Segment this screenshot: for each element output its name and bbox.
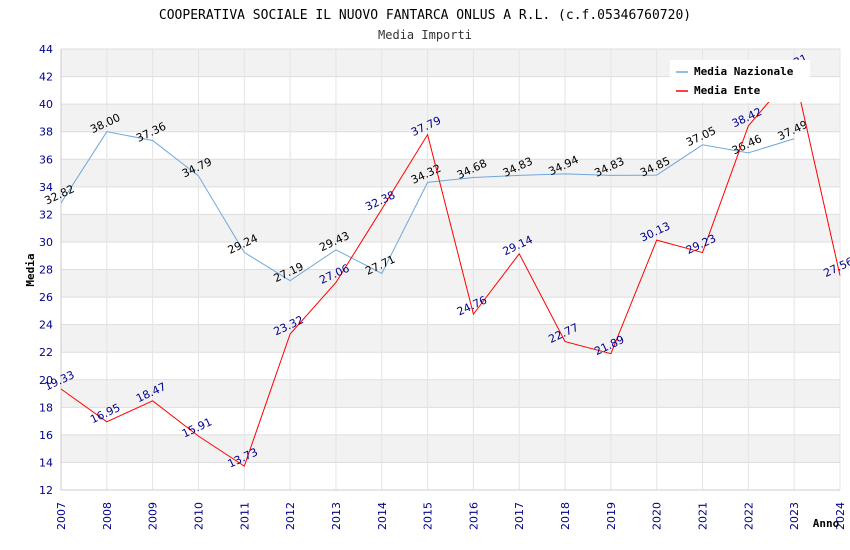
series-line <box>60 131 795 282</box>
y-tick-label: 32 <box>39 208 53 221</box>
x-tick-label: 2009 <box>147 502 160 530</box>
y-tick-label: 36 <box>39 153 53 166</box>
y-tick-label: 42 <box>39 71 53 84</box>
x-tick-label: 2014 <box>376 502 389 530</box>
x-tick-label: 2008 <box>101 502 114 530</box>
y-tick-label: 22 <box>39 346 53 359</box>
y-tick-label: 30 <box>39 236 53 249</box>
x-tick-label: 2019 <box>605 502 618 530</box>
y-tick-label: 26 <box>39 291 53 304</box>
x-tick-label: 2021 <box>697 502 710 530</box>
plot-band <box>61 186 840 215</box>
plot-band <box>61 269 840 298</box>
plot-band <box>61 352 840 380</box>
plot-band <box>61 379 840 408</box>
y-tick-label: 14 <box>39 456 53 469</box>
legend-label-nazionale: Media Nazionale <box>694 65 794 78</box>
plot-band <box>61 434 840 463</box>
x-tick-label: 2024 <box>834 502 847 530</box>
y-axis-ticks: 12 14 16 18 20 22 24 26 28 30 32 34 36 38 40 42 44 <box>39 43 53 497</box>
y-axis-label: Media <box>24 253 37 286</box>
x-tick-label: 2007 <box>55 502 68 530</box>
y-tick-label: 20 <box>39 374 53 387</box>
plot-band <box>61 104 840 132</box>
y-tick-label: 28 <box>39 264 53 277</box>
x-tick-label: 2016 <box>467 502 480 530</box>
x-tick-label: 2013 <box>330 502 343 530</box>
x-axis-ticks: 2007 2008 2009 2010 2011 2012 2013 2014 2015 2016… <box>55 502 847 530</box>
y-tick-label: 16 <box>39 429 53 442</box>
x-tick-label: 2018 <box>559 502 572 530</box>
series-line <box>60 71 841 467</box>
plot-band <box>61 462 840 490</box>
y-tick-label: 38 <box>39 126 53 139</box>
x-tick-label: 2010 <box>192 502 205 530</box>
plot-band <box>61 324 840 353</box>
plot-band <box>61 214 840 242</box>
gridlines <box>60 48 841 491</box>
x-tick-label: 2023 <box>788 502 801 530</box>
x-tick-label: 2012 <box>284 502 297 530</box>
legend-label-ente: Media Ente <box>694 84 761 97</box>
plot-band <box>61 297 840 325</box>
legend-box <box>670 60 810 102</box>
y-tick-label: 40 <box>39 98 53 111</box>
x-tick-label: 2020 <box>651 502 664 530</box>
y-tick-label: 34 <box>39 181 53 194</box>
plot-area <box>61 49 840 490</box>
y-tick-label: 44 <box>39 43 53 56</box>
x-tick-label: 2011 <box>238 502 251 530</box>
y-tick-label: 12 <box>39 484 53 497</box>
plot-band <box>61 407 840 435</box>
axes <box>60 49 840 491</box>
plot-band <box>61 159 840 187</box>
plot-band <box>61 241 840 270</box>
y-tick-label: 24 <box>39 319 53 332</box>
x-tick-label: 2022 <box>742 502 755 530</box>
plot-band <box>61 131 840 160</box>
y-tick-label: 18 <box>39 401 53 414</box>
chart-title: COOPERATIVA SOCIALE IL NUOVO FANTARCA ON… <box>159 8 691 23</box>
x-axis-label: Anno <box>813 517 840 530</box>
legend: Media Nazionale Media Ente <box>670 60 810 102</box>
chart-subtitle: Media Importi <box>378 28 472 42</box>
x-tick-label: 2015 <box>422 502 435 530</box>
x-tick-label: 2017 <box>513 502 526 530</box>
